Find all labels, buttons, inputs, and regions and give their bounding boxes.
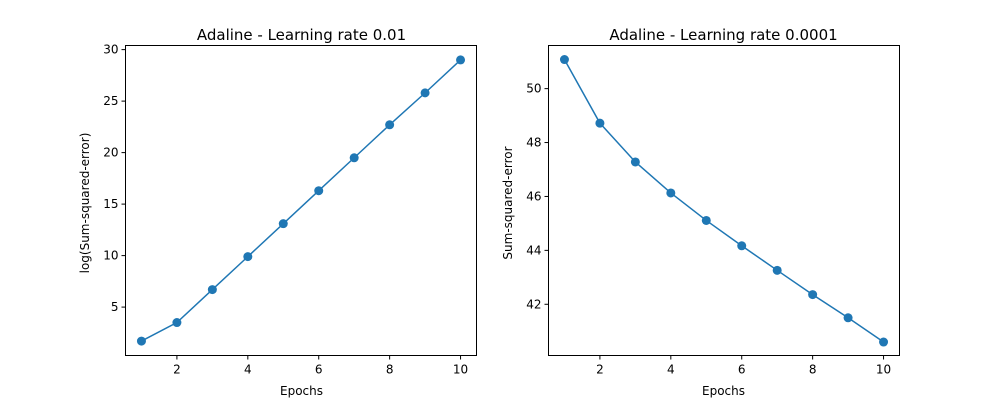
right-chart-ylabel: Sum-squared-error (501, 146, 515, 259)
left-chart-data-point (456, 55, 466, 65)
left-chart-frame (125, 45, 477, 356)
left-chart-title: Adaline - Learning rate 0.01 (197, 26, 406, 44)
left-chart-xtick-label: 8 (386, 363, 394, 377)
left-chart: Adaline - Learning rate 0.01 Epochs log(… (78, 26, 477, 398)
right-chart-xtick-label: 8 (809, 363, 817, 377)
right-chart-data-point (879, 337, 889, 347)
left-chart-ticks: 2 4 6 8 10 5 10 15 20 25 30 (103, 43, 468, 377)
left-chart-series (136, 55, 466, 346)
right-chart-data-point (701, 215, 711, 225)
right-chart: Adaline - Learning rate 0.0001 Epochs Su… (501, 26, 900, 398)
right-chart-xlabel: Epochs (702, 384, 745, 398)
left-chart-data-point (243, 252, 253, 262)
left-chart-data-point (385, 120, 395, 130)
left-chart-data-point (172, 318, 182, 328)
right-chart-title: Adaline - Learning rate 0.0001 (609, 26, 837, 44)
right-chart-data-point (808, 290, 818, 300)
right-chart-data-point (595, 118, 605, 128)
left-chart-xtick-label: 10 (453, 363, 468, 377)
right-chart-data-point (737, 241, 747, 251)
right-chart-data-point (630, 157, 640, 167)
left-chart-ytick-label: 10 (103, 249, 118, 263)
left-chart-xlabel: Epochs (280, 384, 323, 398)
right-chart-ytick-label: 50 (526, 82, 541, 96)
left-chart-ytick-label: 25 (103, 94, 118, 108)
right-chart-xtick-label: 10 (876, 363, 891, 377)
right-chart-xtick-label: 2 (596, 363, 604, 377)
left-chart-series-line (141, 59, 462, 342)
right-chart-frame (548, 45, 900, 356)
right-chart-data-point (666, 188, 676, 198)
left-chart-ytick-label: 5 (111, 300, 119, 314)
right-chart-data-point (772, 265, 782, 275)
left-chart-xtick-label: 6 (315, 363, 323, 377)
right-chart-series-line (563, 59, 884, 343)
left-chart-ytick-label: 20 (103, 146, 118, 160)
left-chart-ylabel: log(Sum-squared-error) (78, 133, 92, 274)
left-chart-data-point (349, 153, 359, 163)
left-chart-ytick-label: 30 (103, 43, 118, 57)
right-chart-xtick-label: 6 (738, 363, 746, 377)
left-chart-data-point (207, 285, 217, 295)
right-chart-ytick-label: 42 (526, 297, 541, 311)
right-chart-series (559, 55, 889, 347)
left-chart-data-point (314, 186, 324, 196)
right-chart-xtick-label: 4 (667, 363, 675, 377)
right-chart-ytick-label: 48 (526, 136, 541, 150)
left-chart-data-point (278, 219, 288, 229)
left-chart-xtick-label: 2 (173, 363, 181, 377)
right-chart-data-point (843, 313, 853, 323)
left-chart-xtick-label: 4 (244, 363, 252, 377)
left-chart-data-point (136, 336, 146, 346)
right-chart-data-point (559, 55, 569, 65)
left-chart-ytick-label: 15 (103, 197, 118, 211)
right-chart-ytick-label: 44 (526, 243, 541, 257)
right-chart-ytick-label: 46 (526, 189, 541, 203)
left-chart-data-point (420, 88, 430, 98)
